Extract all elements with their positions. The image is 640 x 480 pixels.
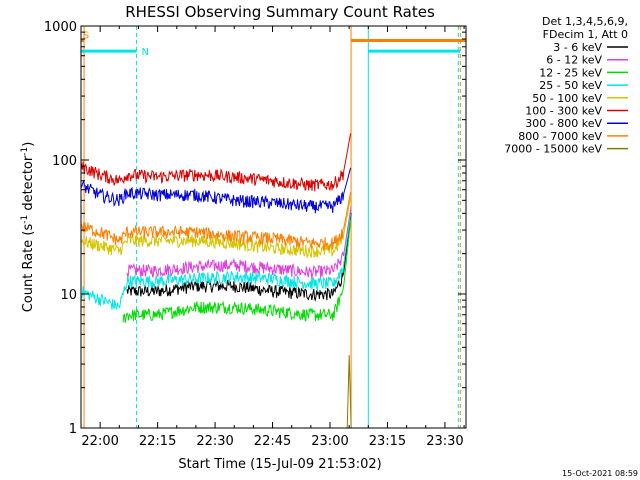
- x-tick-label: 22:45: [254, 434, 291, 449]
- legend: Det 1,3,4,5,6,9, FDecim 1, Att 0 3 - 6 k…: [504, 15, 628, 156]
- footer-timestamp: 15-Oct-2021 08:59: [562, 469, 638, 478]
- y-axis-label-sup2: -1: [20, 147, 30, 156]
- x-tick-label: 23:30: [426, 434, 463, 449]
- legend-header-line-1: Det 1,3,4,5,6,9,: [542, 15, 628, 28]
- y-tick-label: 1: [69, 422, 77, 437]
- legend-label-800-7000-kev: 800 - 7000 keV: [518, 130, 602, 143]
- legend-label-3-6-kev: 3 - 6 keV: [553, 41, 602, 54]
- series-line-800-7000-kev: [80, 192, 352, 252]
- y-tick-label: 100: [52, 154, 77, 169]
- series-line-12-25-kev: [122, 219, 352, 323]
- legend-header-line-2: FDecim 1, Att 0: [543, 28, 628, 41]
- flag-label-n: N: [142, 47, 149, 58]
- legend-label-12-25-kev: 12 - 25 keV: [539, 66, 602, 79]
- legend-label-100-300-kev: 100 - 300 keV: [525, 105, 602, 118]
- chart-title: RHESSI Observing Summary Count Rates: [125, 3, 435, 21]
- y-tick-label: 1000: [44, 20, 77, 35]
- legend-label-6-12-kev: 6 - 12 keV: [546, 54, 602, 67]
- plot-area: SN: [80, 26, 466, 429]
- flag-label-s: S: [83, 30, 89, 41]
- x-tick-label: 22:15: [139, 434, 176, 449]
- series-line-300-800-kev: [80, 167, 352, 214]
- legend-label-25-50-kev: 25 - 50 keV: [539, 79, 602, 92]
- y-axis-label-mid: detector: [21, 155, 36, 215]
- y-tick-label: 10: [60, 288, 77, 303]
- y-axis-label-sup1: -1: [20, 215, 30, 224]
- legend-label-50-100-kev: 50 - 100 keV: [532, 92, 602, 105]
- series-line-7000-15000-kev: [346, 355, 352, 429]
- x-tick-label: 22:00: [81, 434, 118, 449]
- series-line-6-12-kev: [126, 206, 352, 279]
- legend-label-7000-15000-kev: 7000 - 15000 keV: [504, 143, 602, 156]
- y-axis-label: Count Rate (s-1 detector-1): [20, 142, 36, 313]
- legend-label-300-800-kev: 300 - 800 keV: [525, 117, 602, 130]
- plot-frame: [80, 25, 467, 429]
- series-line-100-300-kev: [80, 133, 352, 192]
- y-axis-label-main: Count Rate (s: [21, 224, 36, 313]
- x-axis-label: Start Time (15-Jul-09 21:53:02): [178, 457, 381, 472]
- x-tick-label: 22:30: [196, 434, 233, 449]
- series-line-50-100-kev: [80, 197, 352, 260]
- y-axis-label-end: ): [21, 142, 36, 147]
- series-line-3-6-kev: [126, 213, 352, 302]
- x-tick-label: 23:15: [369, 434, 406, 449]
- x-tick-label: 23:00: [311, 434, 348, 449]
- axes: 22:00 22:15 22:30 22:45 23:00 23:15 23:30 1 10 10…: [44, 20, 466, 449]
- series-line-25-50-kev: [80, 213, 352, 310]
